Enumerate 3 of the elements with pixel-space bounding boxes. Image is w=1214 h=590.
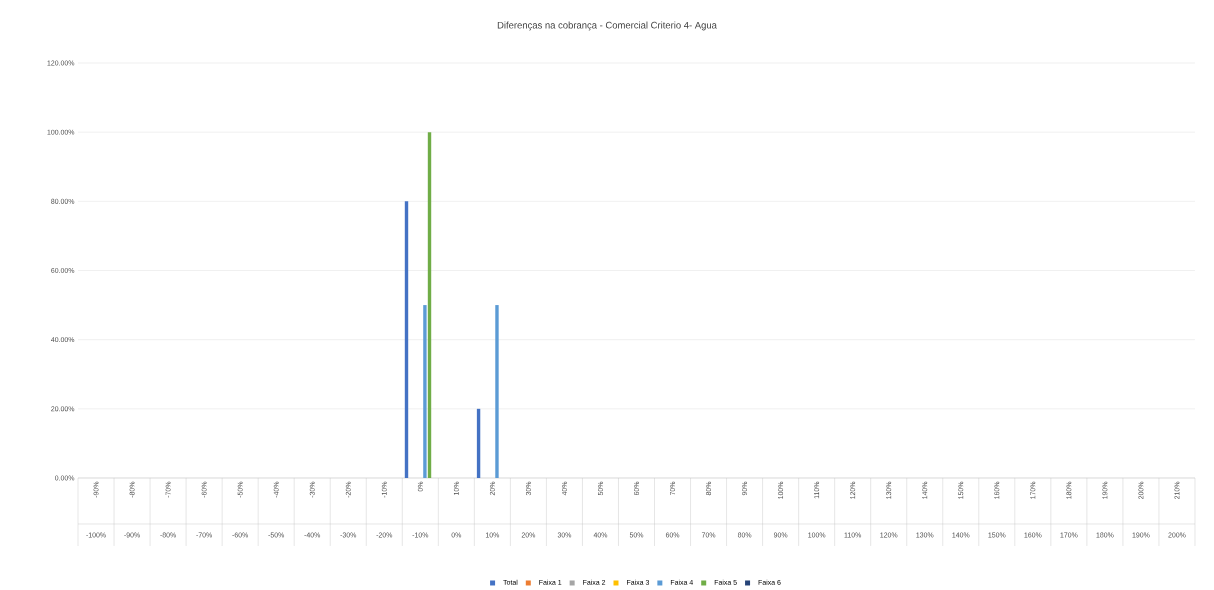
- chart-title: Diferenças na cobrança - Comercial Criterio 4- Agua: [497, 21, 717, 31]
- bar: [495, 304, 499, 478]
- bar: [423, 304, 427, 478]
